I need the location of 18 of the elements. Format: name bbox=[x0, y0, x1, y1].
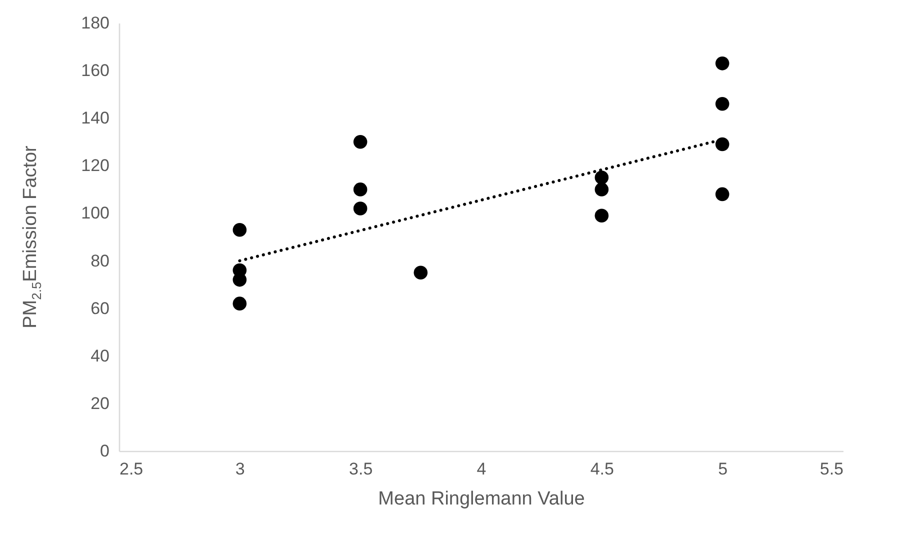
y-tick-label: 60 bbox=[90, 298, 110, 318]
y-tick-label: 20 bbox=[90, 394, 110, 413]
x-axis-title: Mean Ringlemann Value bbox=[378, 488, 585, 510]
y-tick-label: 100 bbox=[81, 204, 110, 223]
y-tick-label: 160 bbox=[81, 61, 110, 80]
y-tick-label: 180 bbox=[81, 14, 110, 32]
x-tick-label: 4.5 bbox=[590, 460, 614, 478]
y-tick-label: 140 bbox=[81, 108, 110, 128]
x-tick-label: 2.5 bbox=[120, 460, 144, 478]
x-tick-label: 5 bbox=[718, 460, 728, 478]
x-tick-label: 4 bbox=[476, 460, 486, 478]
x-tick-label: 5.5 bbox=[820, 460, 844, 478]
x-tick-label: 3 bbox=[235, 460, 245, 478]
y-tick-label: 80 bbox=[90, 251, 110, 270]
y-tick-label: 120 bbox=[81, 156, 110, 176]
x-tick-label: 3.5 bbox=[349, 460, 373, 478]
y-tick-label: 0 bbox=[100, 442, 110, 460]
y-tick-label: 40 bbox=[90, 346, 110, 366]
